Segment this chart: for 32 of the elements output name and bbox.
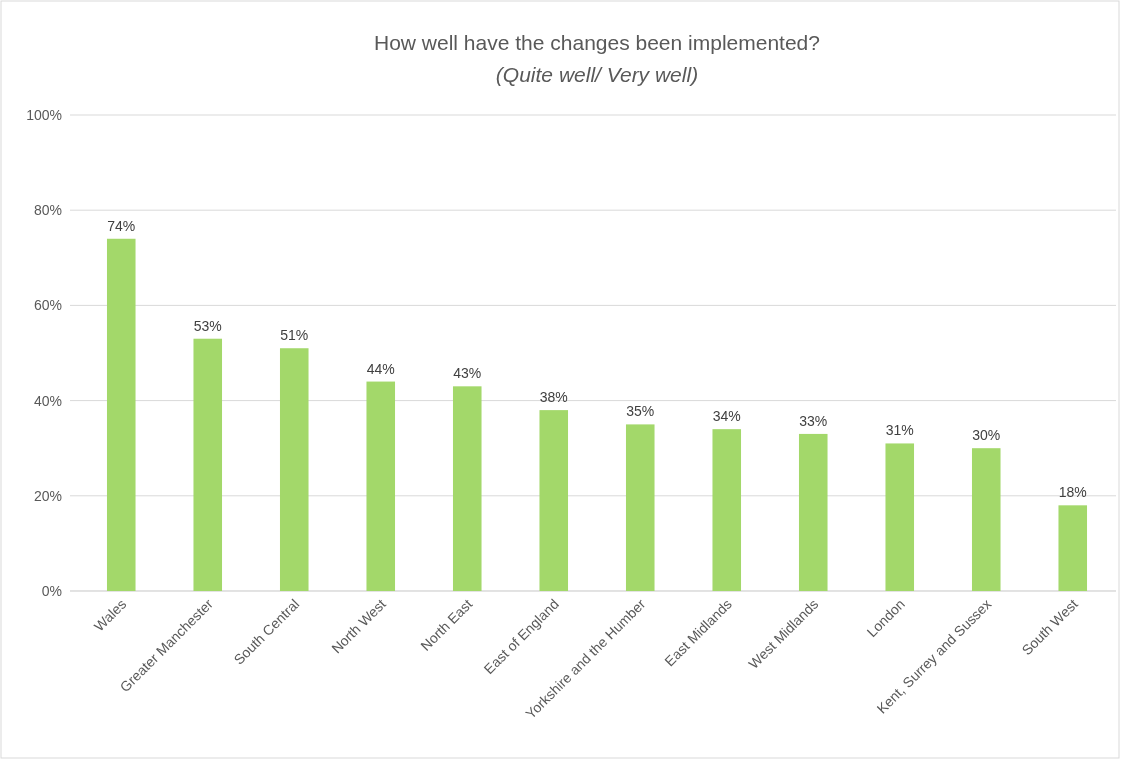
bar	[712, 429, 742, 591]
data-label: 53%	[193, 317, 222, 334]
bar	[798, 433, 828, 591]
data-label: 30%	[972, 427, 1001, 444]
y-tick-label: 0%	[41, 582, 62, 599]
y-tick-label: 60%	[33, 297, 62, 314]
data-label: 43%	[453, 365, 482, 382]
data-label: 74%	[107, 217, 136, 234]
y-tick-label: 80%	[33, 202, 62, 219]
data-label: 31%	[885, 422, 914, 439]
bar	[625, 424, 655, 591]
bar	[452, 386, 482, 591]
data-label: 38%	[539, 389, 568, 406]
data-label: 18%	[1058, 484, 1087, 501]
bar	[539, 410, 569, 591]
chart-subtitle: (Quite well/ Very well)	[495, 63, 699, 86]
bar	[106, 238, 136, 591]
bar	[366, 381, 396, 591]
data-label: 51%	[280, 327, 309, 344]
bar	[971, 448, 1001, 591]
bar	[885, 443, 915, 591]
data-label: 35%	[626, 403, 655, 420]
data-label: 33%	[799, 412, 828, 429]
chart-title: How well have the changes been implemented?	[374, 31, 820, 54]
bar	[279, 348, 309, 591]
y-tick-label: 20%	[33, 487, 62, 504]
bar	[1058, 505, 1088, 591]
data-label: 44%	[366, 360, 395, 377]
data-label: 34%	[712, 408, 741, 425]
y-tick-label: 40%	[33, 392, 62, 409]
y-tick-label: 100%	[26, 106, 62, 123]
bar	[193, 338, 223, 591]
